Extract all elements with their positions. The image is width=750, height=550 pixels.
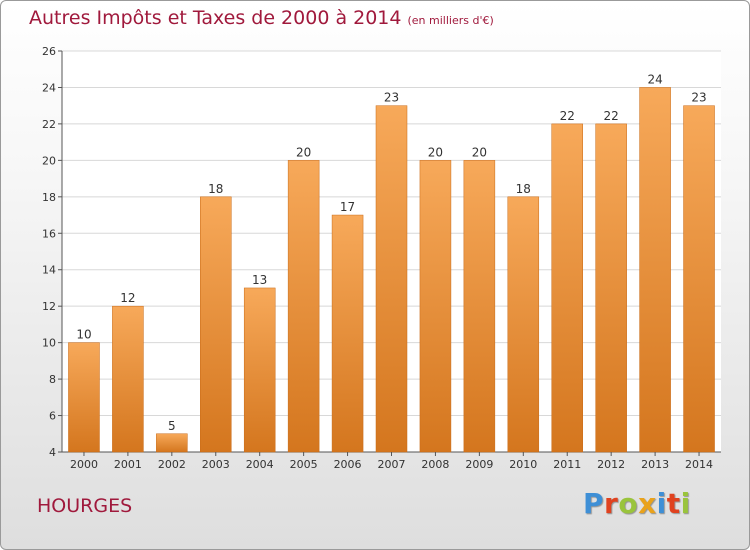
logo-letter: t: [666, 487, 681, 520]
chart-title-main: Autres Impôts et Taxes de 2000 à 2014: [29, 7, 402, 29]
x-tick-label: 2001: [114, 458, 142, 471]
y-tick-label: 12: [42, 300, 56, 313]
chart-unit: (en milliers d'€): [407, 14, 494, 27]
bar: [375, 105, 408, 453]
x-tick-label: 2003: [202, 458, 230, 471]
x-tick-label: 2011: [553, 458, 581, 471]
x-tick-label: 2007: [378, 458, 406, 471]
x-tick-label: 2013: [641, 458, 669, 471]
bar-value-label: 5: [168, 419, 176, 433]
bar-value-label: 18: [516, 182, 531, 196]
bar-value-label: 23: [691, 91, 706, 105]
bar: [68, 342, 100, 453]
x-tick-label: 2004: [246, 458, 274, 471]
y-tick-label: 26: [42, 45, 56, 58]
bar: [243, 287, 276, 453]
bar-value-label: 18: [208, 182, 223, 196]
bar-value-label: 22: [560, 109, 575, 123]
bar: [331, 214, 364, 453]
bar: [463, 160, 496, 453]
logo-letter: i: [680, 487, 691, 520]
y-tick-label: 14: [42, 264, 56, 277]
x-tick-label: 2009: [465, 458, 493, 471]
bar-value-label: 13: [252, 273, 267, 287]
bar: [287, 160, 320, 453]
bar-value-label: 12: [120, 291, 135, 305]
bar: [551, 123, 583, 453]
bar: [156, 433, 188, 453]
bar: [595, 123, 627, 453]
bar: [200, 196, 232, 453]
y-tick-label: 22: [42, 118, 56, 131]
y-tick-label: 16: [42, 227, 56, 240]
y-tick-label: 24: [42, 81, 56, 94]
bar: [683, 105, 715, 453]
bar: [419, 160, 452, 453]
logo-letter: r: [604, 487, 619, 520]
y-tick-label: 18: [42, 191, 56, 204]
y-tick-label: 20: [42, 154, 56, 167]
bar-value-label: 20: [296, 145, 311, 159]
bar: [639, 87, 671, 453]
bar-value-label: 20: [472, 145, 487, 159]
bar-value-label: 17: [340, 200, 355, 214]
logo-letter: P: [583, 487, 605, 520]
x-tick-label: 2005: [290, 458, 318, 471]
proxiti-logo[interactable]: Proxiti: [583, 487, 691, 520]
y-tick-label: 6: [49, 410, 56, 423]
x-tick-label: 2010: [509, 458, 537, 471]
x-tick-label: 2012: [597, 458, 625, 471]
y-tick-label: 4: [49, 446, 56, 459]
location-label: HOURGES: [37, 495, 133, 517]
bar-value-label: 24: [647, 72, 662, 86]
logo-letter: i: [656, 487, 667, 520]
bar: [507, 196, 540, 453]
logo-letter: o: [618, 487, 639, 520]
y-tick-label: 10: [42, 337, 56, 350]
y-tick-label: 8: [49, 373, 56, 386]
x-tick-label: 2014: [685, 458, 713, 471]
bar-value-label: 23: [384, 91, 399, 105]
chart-title: Autres Impôts et Taxes de 2000 à 2014 (en…: [29, 7, 494, 29]
x-tick-label: 2002: [158, 458, 186, 471]
bar-value-label: 10: [76, 328, 91, 342]
logo-letter: x: [638, 487, 657, 520]
bar-value-label: 20: [428, 145, 443, 159]
x-tick-label: 2008: [421, 458, 449, 471]
x-tick-label: 2006: [334, 458, 362, 471]
bar-value-label: 22: [604, 109, 619, 123]
bar: [112, 305, 144, 453]
x-tick-label: 2000: [70, 458, 98, 471]
